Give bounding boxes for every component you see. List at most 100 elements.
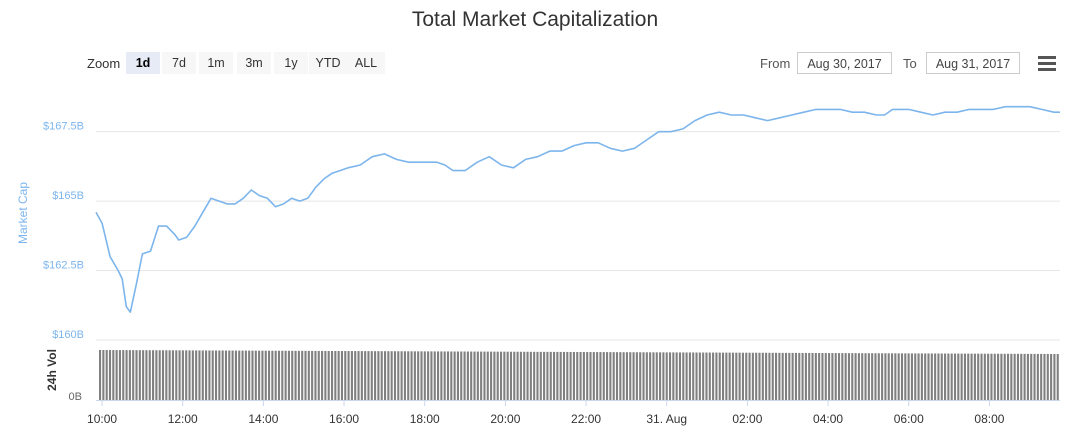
volume-bar (771, 352, 774, 400)
volume-bar (248, 350, 251, 400)
volume-bar (705, 352, 708, 400)
volume-bar (337, 351, 340, 400)
hamburger-menu-icon[interactable] (1038, 56, 1060, 72)
volume-bar (128, 350, 131, 400)
volume-bar (221, 350, 224, 400)
volume-bar (456, 351, 459, 400)
volume-bar (811, 352, 814, 400)
volume-bar (665, 352, 668, 400)
volume-bar (718, 352, 721, 400)
volume-bar (175, 350, 178, 400)
x-axis-ticks: 10:00 12:00 14:00 16:00 18:00 20:00 22:00 31. A… (87, 401, 1005, 426)
volume-bar (271, 350, 274, 400)
volume-bar (881, 353, 884, 400)
volume-bar (268, 350, 271, 400)
volume-bar (357, 351, 360, 400)
x-tick-label: 08:00 (974, 412, 1004, 426)
volume-bar (244, 350, 247, 400)
x-tick-label: 16:00 (329, 412, 359, 426)
volume-bar (264, 350, 267, 400)
zoom-7d-button[interactable]: 7d (162, 52, 196, 74)
volume-bar (340, 351, 344, 400)
volume-bar (861, 353, 864, 400)
volume-bar (364, 351, 367, 400)
volume-bar (715, 352, 718, 400)
volume-bar (466, 351, 469, 400)
volume-bar (1020, 353, 1023, 400)
volume-bar (844, 353, 847, 400)
volume-bar (277, 350, 281, 400)
volume-bar (238, 350, 241, 400)
volume-bar (582, 352, 585, 400)
volume-bar (354, 351, 357, 400)
volume-bar (900, 353, 904, 400)
volume-bar (311, 350, 314, 400)
to-date-input[interactable]: Aug 31, 2017 (926, 52, 1020, 74)
zoom-1y-button[interactable]: 1y (274, 52, 308, 74)
volume-bar (834, 353, 837, 400)
volume-bar (360, 351, 363, 400)
volume-bar (917, 353, 920, 400)
volume-bar (808, 352, 811, 400)
volume-bar (135, 350, 138, 400)
volume-bar (403, 351, 406, 400)
zoom-ytd-button[interactable]: YTD (309, 52, 347, 74)
volume-bar (765, 352, 768, 400)
volume-bar (281, 350, 284, 400)
volume-bar (125, 350, 128, 400)
zoom-all-button[interactable]: ALL (347, 52, 385, 74)
volume-bar (294, 350, 297, 400)
volume-bar (453, 351, 456, 400)
volume-bar (589, 352, 592, 400)
x-tick-label: 04:00 (813, 412, 843, 426)
volume-bar (486, 351, 489, 400)
volume-bar (864, 353, 867, 400)
volume-bar (214, 350, 218, 400)
volume-bar (967, 353, 970, 400)
volume-bar (423, 351, 426, 400)
volume-bar (745, 352, 748, 400)
volume-bar (758, 352, 761, 400)
volume-bar (930, 353, 933, 400)
zoom-1d-button[interactable]: 1d (126, 52, 160, 74)
volume-bar (592, 352, 595, 400)
volume-bar (155, 350, 158, 400)
volume-bar (427, 351, 430, 400)
volume-bar (374, 351, 377, 400)
volume-bar (963, 353, 967, 400)
volume-bar (668, 352, 672, 400)
volume-bar (112, 350, 115, 400)
x-tick-label: 06:00 (894, 412, 924, 426)
y-tick-label: $165B (52, 190, 84, 202)
volume-bar (824, 353, 827, 400)
volume-bar (105, 350, 108, 400)
volume-bar (1046, 353, 1049, 400)
volume-bar (516, 351, 519, 400)
volume-bar (847, 353, 851, 400)
volume-bar (934, 353, 937, 400)
volume-bar (234, 350, 237, 400)
volume-bar (708, 352, 711, 400)
volume-bar (297, 350, 300, 400)
volume-bar (755, 352, 758, 400)
y-axis-title: Market Cap (16, 182, 30, 244)
volume-bar (410, 351, 413, 400)
volume-bar (198, 350, 201, 400)
volume-bar (688, 352, 691, 400)
volume-bar (702, 352, 705, 400)
from-date-input[interactable]: Aug 30, 2017 (797, 52, 892, 74)
zoom-3m-button[interactable]: 3m (237, 52, 271, 74)
volume-bar (910, 353, 913, 400)
volume-bar (837, 353, 841, 400)
volume-bar (258, 350, 261, 400)
volume-bar (960, 353, 963, 400)
volume-bar (367, 351, 370, 400)
volume-bar (347, 351, 350, 400)
volume-bar (188, 350, 191, 400)
zoom-1m-button[interactable]: 1m (199, 52, 233, 74)
volume-bar (330, 350, 334, 400)
volume-bar (672, 352, 675, 400)
zoom-label: Zoom (87, 56, 121, 71)
volume-bar (728, 352, 731, 400)
volume-bar (857, 353, 860, 400)
